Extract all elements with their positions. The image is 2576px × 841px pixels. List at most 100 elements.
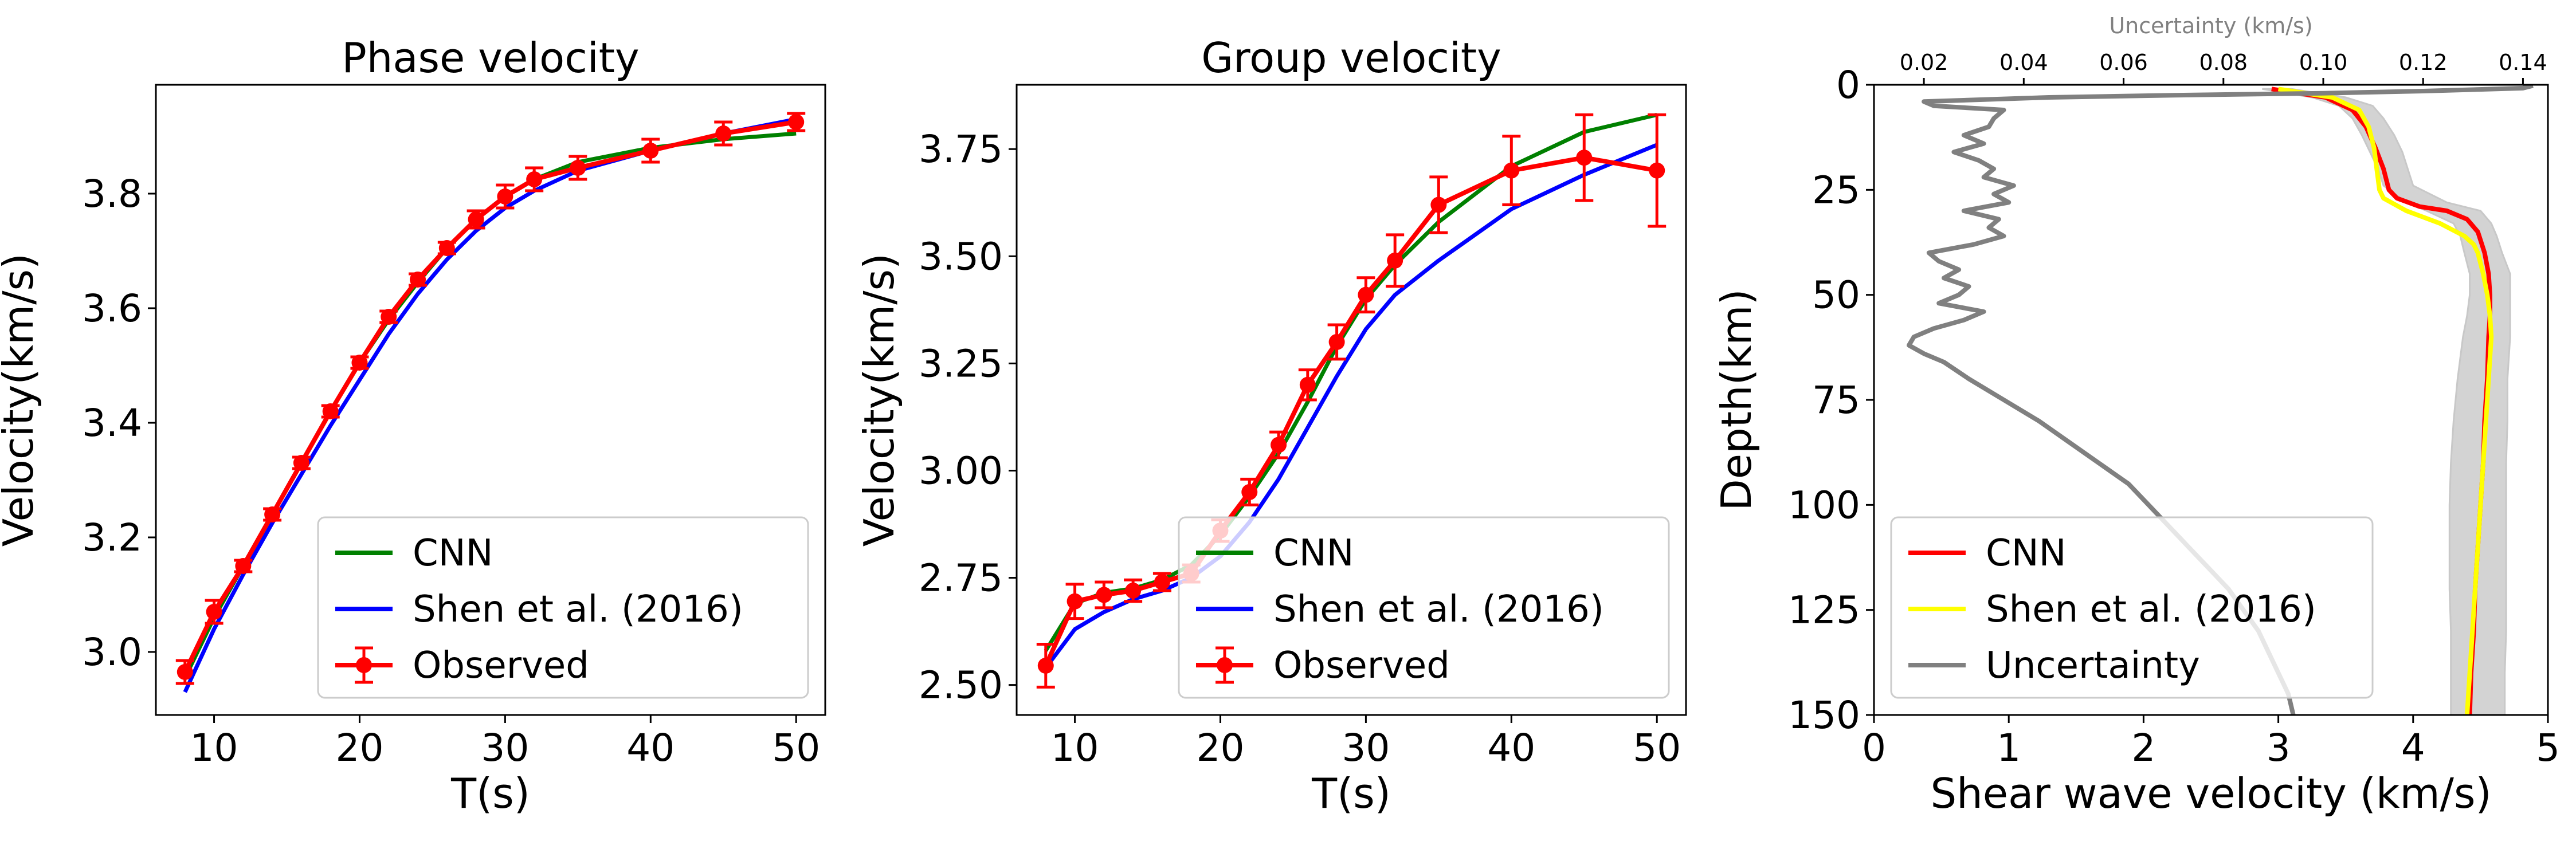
top-tick-label: 0.04 (1999, 50, 2048, 75)
legend-label: Shen et al. (2016) (1986, 588, 2316, 631)
observed-point (1096, 587, 1112, 603)
observed-point (642, 143, 659, 159)
top-tick-label: 0.02 (1900, 50, 1948, 75)
observed-point (1387, 252, 1403, 269)
y-tick-label: 2.50 (919, 663, 1003, 708)
chart-title: Group velocity (1201, 34, 1501, 82)
x-tick-label: 5 (2536, 726, 2560, 770)
x-tick-label: 30 (1342, 726, 1390, 770)
observed-point (438, 240, 455, 256)
legend-label: CNN (413, 532, 493, 575)
legend-label: Shen et al. (2016) (1273, 588, 1604, 631)
y-tick-label: 0 (1836, 63, 1860, 107)
y-tick-label: 100 (1788, 483, 1860, 527)
top-tick-label: 0.10 (2299, 50, 2348, 75)
y-tick-label: 3.8 (82, 172, 142, 216)
y-tick-label: 25 (1812, 168, 1860, 212)
shen-profile-line (2277, 87, 2494, 715)
observed-point (715, 125, 732, 142)
observed-point (1358, 286, 1374, 303)
top-tick-label: 0.14 (2499, 50, 2547, 75)
observed-point (351, 355, 368, 371)
x-tick-label: 50 (1633, 726, 1681, 770)
x-tick-label: 0 (1862, 726, 1886, 770)
legend-label: CNN (1273, 532, 1354, 575)
top-tick-label: 0.12 (2399, 50, 2448, 75)
x-tick-label: 10 (190, 726, 238, 770)
observed-point (177, 664, 193, 680)
y-tick-label: 2.75 (919, 556, 1003, 600)
y-tick-label: 3.0 (82, 630, 142, 674)
y-tick-label: 150 (1788, 693, 1860, 737)
observed-point (293, 455, 309, 471)
legend-label: Shen et al. (2016) (413, 588, 743, 631)
y-tick-label: 3.4 (82, 401, 142, 445)
observed-point (264, 506, 281, 522)
x-axis-label: Shear wave velocity (km/s) (1930, 769, 2491, 818)
observed-point (526, 171, 543, 187)
legend-label: Observed (1273, 644, 1450, 687)
observed-point (206, 604, 222, 620)
legend-box (1178, 516, 1670, 699)
observed-point (1154, 574, 1170, 591)
observed-point (1037, 657, 1054, 674)
y-tick-label: 3.50 (919, 234, 1003, 278)
y-tick-label: 3.00 (919, 449, 1003, 493)
legend-label: Uncertainty (1986, 644, 2200, 687)
x-tick-label: 50 (772, 726, 820, 770)
observed-point (1241, 484, 1258, 500)
observed-point (235, 558, 252, 574)
legend-label: CNN (1986, 532, 2066, 575)
x-tick-label: 3 (2267, 726, 2291, 770)
y-tick-label: 3.25 (919, 341, 1003, 386)
y-axis-label: Velocity(km/s) (855, 253, 903, 547)
observed-point (788, 114, 805, 130)
x-tick-label: 10 (1051, 726, 1099, 770)
top-tick-label: 0.06 (2099, 50, 2148, 75)
legend-box (1890, 516, 2374, 699)
y-tick-label: 3.2 (82, 516, 142, 560)
observed-point (1328, 333, 1345, 350)
observed-point (1067, 593, 1083, 610)
plot-frame (1873, 84, 2549, 716)
x-tick-label: 20 (1196, 726, 1244, 770)
shen-line (1044, 143, 1658, 669)
observed-point (570, 160, 586, 176)
observed-point (1649, 162, 1665, 179)
chart-title: Phase velocity (342, 34, 639, 82)
observed-point (381, 309, 397, 325)
y-tick-label: 75 (1812, 378, 1860, 422)
observed-point (1576, 150, 1593, 166)
x-tick-label: 2 (2131, 726, 2155, 770)
x-tick-label: 40 (1487, 726, 1535, 770)
y-tick-label: 3.75 (919, 127, 1003, 171)
observed-point (1299, 376, 1316, 393)
y-axis-label: Velocity(km/s) (0, 253, 42, 547)
top-tick-label: 0.08 (2199, 50, 2248, 75)
observed-point (1430, 197, 1447, 213)
x-tick-label: 4 (2401, 726, 2425, 770)
x-tick-label: 1 (1997, 726, 2021, 770)
y-axis-label: Depth(km) (1712, 289, 1761, 510)
y-tick-label: 50 (1812, 273, 1860, 317)
x-axis-label: T(s) (1311, 769, 1391, 818)
x-tick-label: 20 (335, 726, 383, 770)
x-tick-label: 30 (481, 726, 529, 770)
y-tick-label: 3.6 (82, 286, 142, 331)
phase-velocity-panel: Phase velocity 10 20 30 40 50 3.0 3.2 3.4 3.6 3.8 T… (0, 34, 826, 818)
x-tick-label: 40 (626, 726, 675, 770)
group-velocity-panel: Group velocity 10 20 30 40 50 2.50 2.75 3.00 3.25… (855, 34, 1687, 818)
observed-point (322, 403, 339, 419)
legend-label: Observed (413, 644, 589, 687)
observed-point (1503, 162, 1520, 179)
observed-point (1125, 582, 1142, 599)
observed-point (410, 272, 426, 288)
top-axis-label: Uncertainty (km/s) (2109, 13, 2312, 38)
x-axis-label: T(s) (450, 769, 530, 818)
observed-point (497, 188, 513, 205)
plot-frame (1015, 84, 1687, 716)
observed-point (468, 211, 484, 227)
y-tick-label: 125 (1788, 588, 1860, 632)
